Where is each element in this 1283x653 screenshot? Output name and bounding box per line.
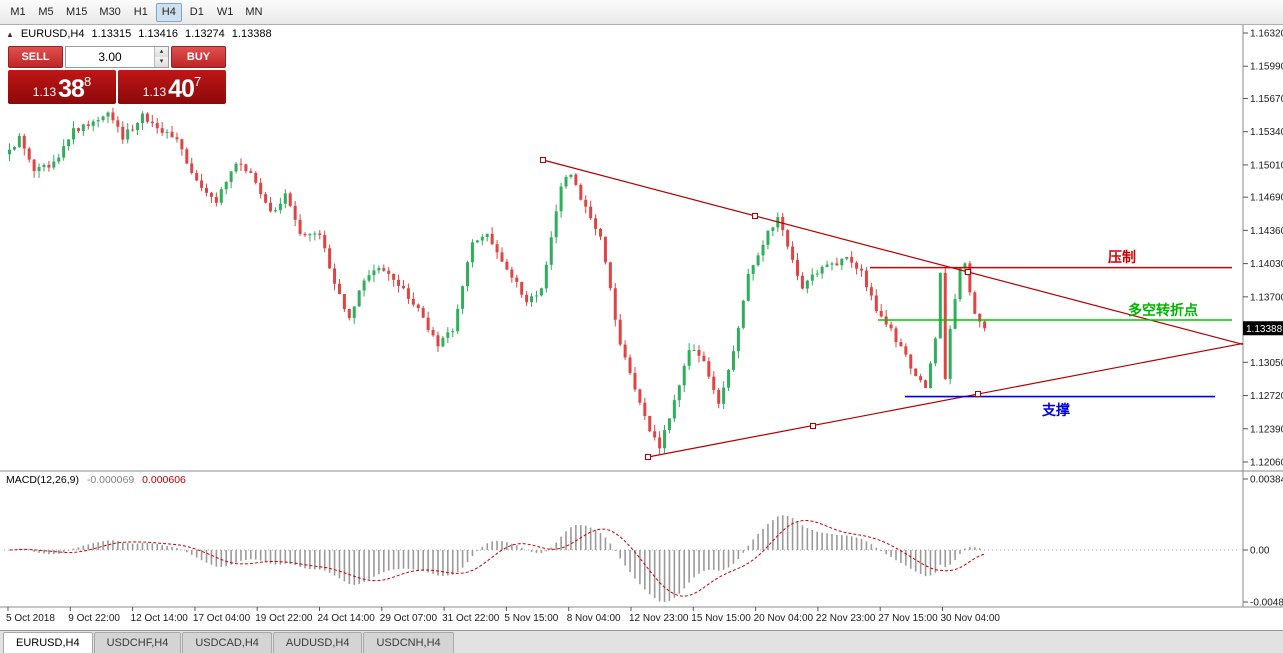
collapse-panel-icon[interactable]: ▲ xyxy=(6,29,14,39)
svg-text:22 Nov 23:00: 22 Nov 23:00 xyxy=(816,613,876,624)
buy-button[interactable]: BUY xyxy=(171,46,226,68)
ohlc-close: 1.13388 xyxy=(231,28,272,40)
timeframe-button-d1[interactable]: D1 xyxy=(189,5,204,18)
price-axis[interactable]: 1.16320 1.15990 1.15670 1.15340 1.15010 1.146… xyxy=(1243,29,1283,469)
svg-text:1.14030: 1.14030 xyxy=(1250,259,1283,270)
svg-text:15 Nov 15:00: 15 Nov 15:00 xyxy=(691,613,751,624)
spinner-up-icon[interactable]: ▴ xyxy=(155,47,168,57)
macd-indicator-label: MACD(12,26,9) -0.000069 0.000606 xyxy=(6,474,186,486)
svg-text:1.15990: 1.15990 xyxy=(1250,62,1283,73)
volume-value: 3.00 xyxy=(98,50,122,64)
svg-text:24 Oct 14:00: 24 Oct 14:00 xyxy=(318,613,376,624)
buy-price-display[interactable]: 1.13 40 7 xyxy=(118,70,226,104)
timeframe-button-w1[interactable]: W1 xyxy=(216,5,234,18)
svg-text:12 Oct 14:00: 12 Oct 14:00 xyxy=(131,613,189,624)
svg-text:30 Nov 04:00: 30 Nov 04:00 xyxy=(941,613,1001,624)
chart-frame xyxy=(0,25,1283,608)
chart-symbol-label: EURUSD,H4 xyxy=(20,28,85,40)
svg-text:0.00: 0.00 xyxy=(1250,546,1270,557)
chart-tab-audusd[interactable]: AUDUSD,H4 xyxy=(272,632,363,653)
svg-text:多空转折点: 多空转折点 xyxy=(1128,302,1198,318)
svg-text:5 Oct 2018: 5 Oct 2018 xyxy=(6,613,55,624)
volume-spinner[interactable]: ▴ ▾ xyxy=(154,47,168,67)
chart-tab-bar: EURUSD,H4 USDCHF,H4 USDCAD,H4 AUDUSD,H4 USDC… xyxy=(0,630,1283,653)
svg-text:1.15340: 1.15340 xyxy=(1250,127,1283,138)
svg-text:支撑: 支撑 xyxy=(1041,402,1070,418)
macd-title: MACD(12,26,9) xyxy=(6,474,79,486)
svg-text:1.12390: 1.12390 xyxy=(1250,424,1283,435)
svg-text:1.12060: 1.12060 xyxy=(1250,457,1283,468)
ohlc-high: 1.13416 xyxy=(138,28,179,40)
timeframe-button-mn[interactable]: MN xyxy=(245,5,263,18)
current-price-tag: 1.13388 xyxy=(1243,321,1283,336)
sell-price-point: 8 xyxy=(83,74,92,89)
svg-text:9 Oct 22:00: 9 Oct 22:00 xyxy=(68,613,120,624)
ohlc-open: 1.13315 xyxy=(91,28,132,40)
chart-tab-usdchf[interactable]: USDCHF,H4 xyxy=(93,632,182,653)
pivot-label: 多空转折点 xyxy=(1128,302,1198,318)
timeframe-toolbar: M1 M5 M15 M30 H1 H4 D1 W1 MN xyxy=(0,0,1283,25)
svg-text:压制: 压制 xyxy=(1108,249,1136,265)
svg-text:1.13050: 1.13050 xyxy=(1250,358,1283,369)
svg-text:8 Nov 04:00: 8 Nov 04:00 xyxy=(567,613,621,624)
macd-histogram xyxy=(13,515,986,602)
ohlc-low: 1.13274 xyxy=(185,28,225,40)
macd-signal-value: 0.000606 xyxy=(142,474,186,486)
svg-text:1.14690: 1.14690 xyxy=(1250,193,1283,204)
timeframe-button-m1[interactable]: M1 xyxy=(10,5,26,18)
volume-input[interactable]: 3.00 ▴ ▾ xyxy=(65,46,169,68)
svg-text:1.16320: 1.16320 xyxy=(1250,29,1283,40)
candlestick-series xyxy=(8,107,987,455)
svg-text:29 Oct 07:00: 29 Oct 07:00 xyxy=(380,613,438,624)
resistance-label: 压制 xyxy=(1108,249,1136,265)
svg-text:1.15010: 1.15010 xyxy=(1250,160,1283,171)
timeframe-button-m30[interactable]: M30 xyxy=(99,5,121,18)
svg-text:17 Oct 04:00: 17 Oct 04:00 xyxy=(193,613,251,624)
svg-text:1.13700: 1.13700 xyxy=(1250,292,1283,303)
trendline-anchor-markers[interactable] xyxy=(540,157,981,460)
one-click-trading-panel: SELL 3.00 ▴ ▾ BUY 1.13 38 8 1.13 40 7 xyxy=(8,46,226,104)
timeframe-button-m15[interactable]: M15 xyxy=(66,5,88,18)
svg-text:0.00384: 0.00384 xyxy=(1250,475,1283,486)
svg-text:1.12720: 1.12720 xyxy=(1250,391,1283,402)
buy-price-prefix: 1.13 xyxy=(142,85,167,99)
svg-text:1.15670: 1.15670 xyxy=(1250,94,1283,105)
macd-signal-line xyxy=(9,520,985,597)
svg-text:31 Oct 22:00: 31 Oct 22:00 xyxy=(442,613,500,624)
timeframe-button-m5[interactable]: M5 xyxy=(38,5,54,18)
svg-text:1.13388: 1.13388 xyxy=(1246,324,1283,335)
trendline-upper[interactable] xyxy=(542,159,1244,346)
sell-price-pips: 38 xyxy=(58,75,85,103)
trendline-lower[interactable] xyxy=(647,342,1244,458)
chart-area[interactable]: 1.16320 1.15990 1.15670 1.15340 1.15010 1.146… xyxy=(0,25,1283,630)
chart-ohlc-header: ▲ EURUSD,H4 1.13315 1.13416 1.13274 1.13… xyxy=(6,28,272,40)
sell-price-display[interactable]: 1.13 38 8 xyxy=(8,70,116,104)
svg-text:19 Oct 22:00: 19 Oct 22:00 xyxy=(255,613,313,624)
time-axis[interactable]: 5 Oct 2018 9 Oct 22:00 12 Oct 14:00 17 Oct … xyxy=(6,607,1000,624)
timeframe-button-h1[interactable]: H1 xyxy=(133,5,148,18)
price-chart-canvas[interactable]: 1.16320 1.15990 1.15670 1.15340 1.15010 1.146… xyxy=(0,25,1283,630)
macd-main-value: -0.000069 xyxy=(86,474,135,486)
svg-text:12 Nov 23:00: 12 Nov 23:00 xyxy=(629,613,689,624)
svg-text:27 Nov 15:00: 27 Nov 15:00 xyxy=(878,613,938,624)
sell-price-prefix: 1.13 xyxy=(32,85,57,99)
svg-text:5 Nov 15:00: 5 Nov 15:00 xyxy=(504,613,558,624)
chart-tab-eurusd[interactable]: EURUSD,H4 xyxy=(3,632,93,653)
buy-price-pips: 40 xyxy=(168,75,195,103)
svg-text:1.14360: 1.14360 xyxy=(1250,226,1283,237)
chart-tab-usdcad[interactable]: USDCAD,H4 xyxy=(182,632,272,653)
support-label: 支撑 xyxy=(1041,402,1070,418)
spinner-down-icon[interactable]: ▾ xyxy=(155,57,168,67)
buy-price-point: 7 xyxy=(193,74,202,89)
chart-tab-usdcnh[interactable]: USDCNH,H4 xyxy=(363,632,454,653)
sell-button[interactable]: SELL xyxy=(8,46,63,68)
svg-text:20 Nov 04:00: 20 Nov 04:00 xyxy=(754,613,814,624)
timeframe-button-h4[interactable]: H4 xyxy=(155,2,182,22)
